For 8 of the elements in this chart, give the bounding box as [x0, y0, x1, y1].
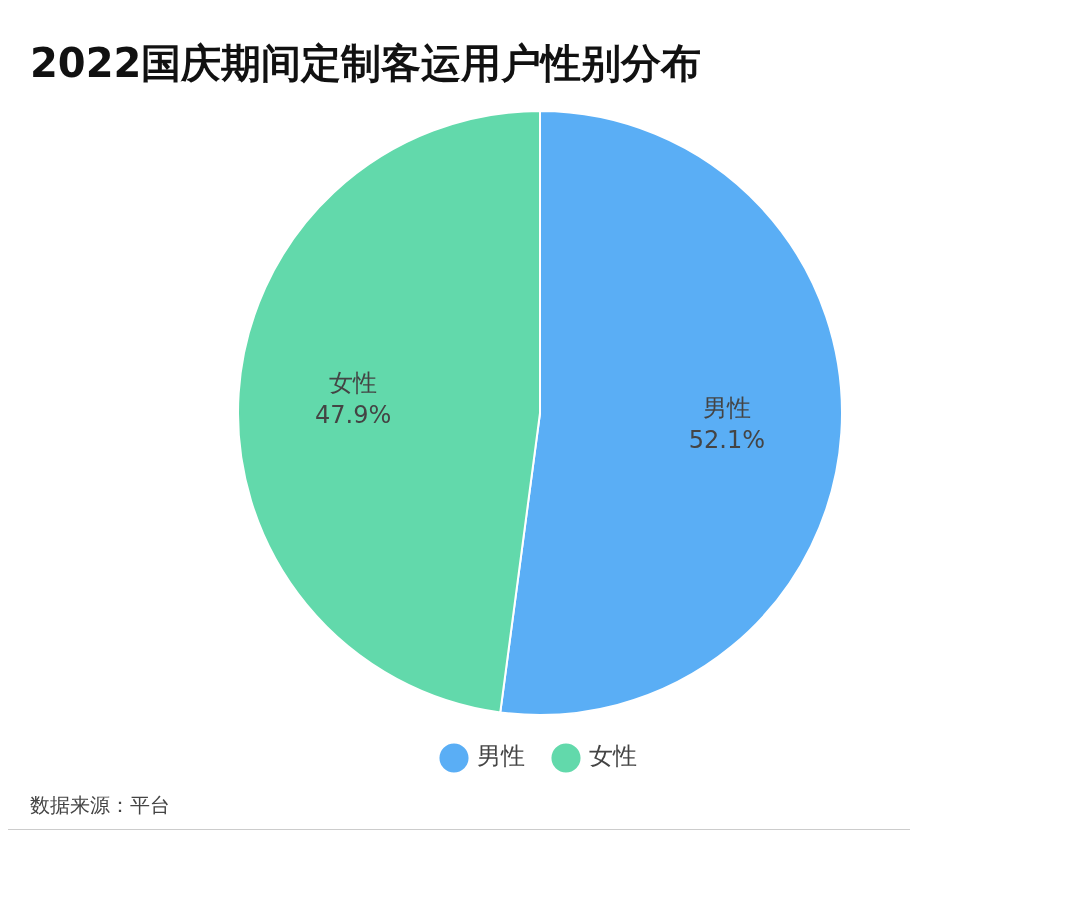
source-note: 数据来源：平台 [8, 788, 910, 830]
legend-label: 女性 [589, 742, 637, 771]
slice-label: 女性 [329, 368, 378, 397]
chart-title: 2022国庆期间定制客运用户性别分布 [29, 39, 703, 88]
legend-label: 男性 [477, 742, 525, 771]
data-label: 52.1% [688, 425, 765, 454]
data-label: 47.9% [315, 400, 392, 429]
slice-label: 男性 [702, 393, 751, 422]
